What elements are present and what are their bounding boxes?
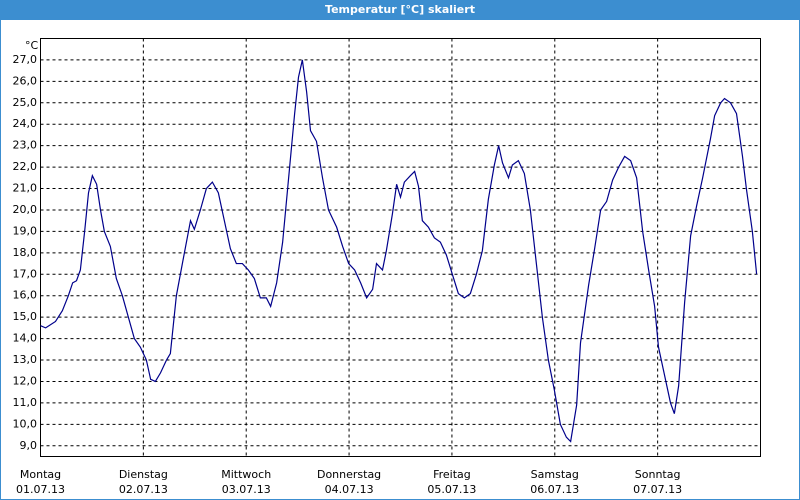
x-tick-date: 02.07.13	[119, 483, 168, 496]
x-tick-date: 01.07.13	[16, 483, 65, 496]
y-tick-label: 22,0	[13, 160, 38, 173]
y-tick-label: 27,0	[13, 53, 38, 66]
y-tick-label: 16,0	[13, 289, 38, 302]
y-unit: °C	[25, 39, 39, 52]
y-tick-label: 10,0	[13, 417, 38, 430]
y-tick-label: 12,0	[13, 374, 38, 387]
x-tick-label: Sonntag	[635, 468, 681, 481]
x-tick-label: Freitag	[433, 468, 471, 481]
title-bar	[0, 0, 800, 20]
y-tick-label: 13,0	[13, 353, 38, 366]
x-tick-label: Donnerstag	[317, 468, 381, 481]
y-tick-label: 21,0	[13, 182, 38, 195]
y-tick-label: 24,0	[13, 117, 38, 130]
x-tick-date: 03.07.13	[222, 483, 271, 496]
y-tick-label: 26,0	[13, 74, 38, 87]
x-tick-label: Samstag	[531, 468, 579, 481]
y-tick-label: 20,0	[13, 203, 38, 216]
x-tick-date: 06.07.13	[530, 483, 579, 496]
y-tick-label: 25,0	[13, 96, 38, 109]
x-tick-date: 07.07.13	[633, 483, 682, 496]
y-tick-label: 9,0	[20, 439, 38, 452]
y-tick-label: 15,0	[13, 310, 38, 323]
x-tick-date: 05.07.13	[427, 483, 476, 496]
y-tick-label: 17,0	[13, 267, 38, 280]
y-tick-label: 14,0	[13, 332, 38, 345]
chart-title: Temperatur [°C] skaliert	[325, 3, 475, 16]
temperature-line	[40, 59, 758, 443]
y-tick-label: 11,0	[13, 396, 38, 409]
plot-frame	[40, 38, 761, 457]
x-tick-date: 04.07.13	[325, 483, 374, 496]
y-tick-label: 19,0	[13, 224, 38, 237]
y-tick-label: 18,0	[13, 246, 38, 259]
x-tick-label: Montag	[20, 468, 61, 481]
x-tick-label: Dienstag	[119, 468, 168, 481]
x-tick-label: Mittwoch	[221, 468, 271, 481]
y-tick-label: 23,0	[13, 139, 38, 152]
